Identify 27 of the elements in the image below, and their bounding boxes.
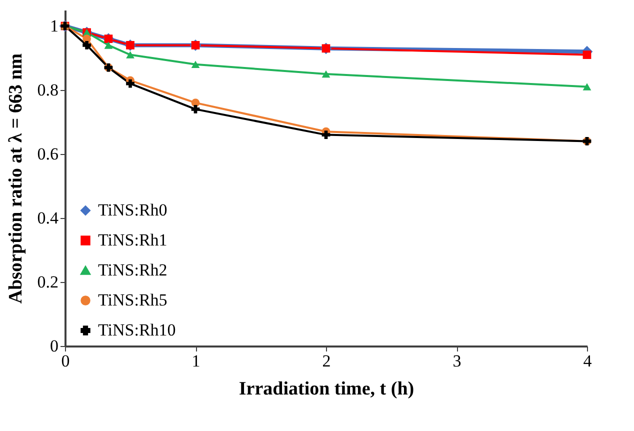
x-tick-label: 2 [322, 352, 331, 370]
legend-label: TiNS:Rh5 [98, 290, 168, 310]
point [126, 79, 134, 88]
point [126, 51, 134, 58]
legend-label: TiNS:Rh2 [98, 260, 168, 280]
point [322, 130, 330, 139]
point [322, 70, 330, 78]
point [104, 42, 113, 49]
y-tick-label: 0.8 [37, 80, 58, 100]
x-tick-label: 1 [192, 352, 200, 370]
legend-label: TiNS:Rh10 [98, 320, 176, 340]
y-tick-label: 0 [50, 336, 58, 356]
x-tick-label: 3 [452, 352, 462, 370]
x-tick-label: 4 [583, 352, 592, 370]
point [582, 50, 592, 59]
point [191, 105, 200, 114]
point [82, 41, 91, 50]
y-tick-label: 1 [50, 16, 58, 36]
x-axis-title: Irradiation time, t (h) [238, 378, 414, 400]
legend-label: TiNS:Rh0 [98, 200, 168, 220]
y-tick-label: 0.6 [37, 144, 58, 164]
point [582, 83, 592, 90]
y-axis-title: Absorption ratio at λ = 663 nm [5, 53, 26, 304]
point [191, 60, 200, 68]
y-tick-label: 0.2 [37, 272, 58, 292]
legend-label: TiNS:Rh1 [98, 230, 168, 250]
y-tick-label: 0.4 [37, 208, 59, 228]
